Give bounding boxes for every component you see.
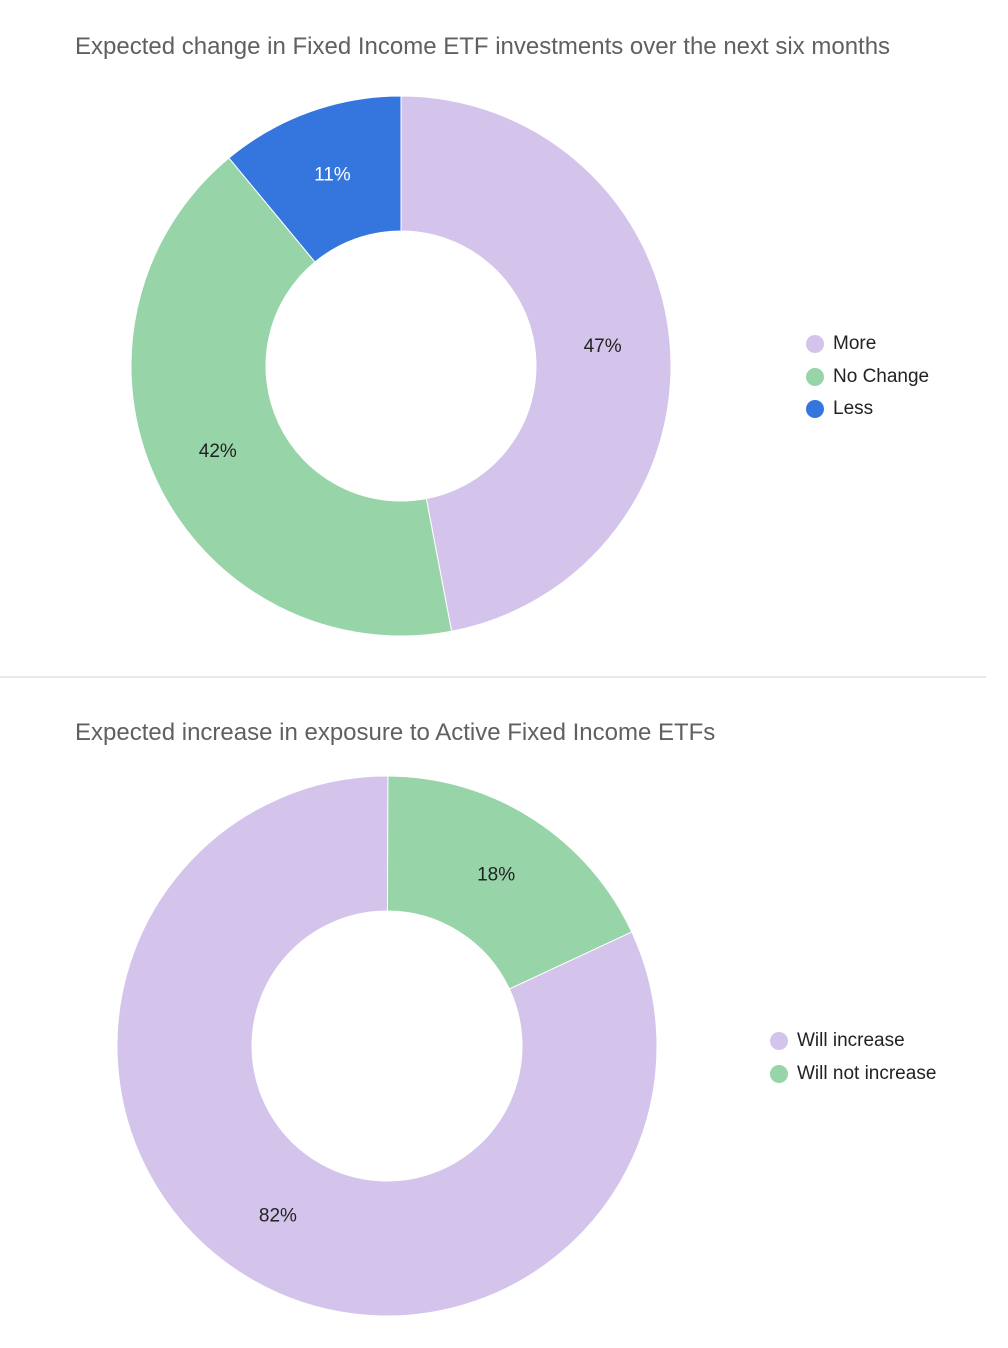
chart-panel-active-exposure: Expected increase in exposure to Active … (0, 678, 1008, 1348)
legend-item-will-increase[interactable]: Will increase (770, 1025, 936, 1058)
chart-legend: More No Change Less (806, 328, 929, 426)
legend-swatch (806, 335, 824, 354)
legend-item-no-change[interactable]: No Change (806, 361, 929, 394)
chart-panel-fixed-income-change: Expected change in Fixed Income ETF inve… (75, 33, 929, 637)
legend-swatch (770, 1032, 788, 1051)
donut-slice-less[interactable] (228, 95, 402, 263)
donut-slice-more[interactable] (400, 95, 672, 632)
legend-item-less[interactable]: Less (806, 393, 929, 426)
legend-swatch (806, 400, 824, 419)
slice-label-less: 11% (314, 164, 351, 185)
legend-swatch (770, 1064, 788, 1083)
slice-label-no-change: 42% (199, 441, 237, 462)
chart-title: Expected change in Fixed Income ETF inve… (75, 33, 891, 60)
legend-label: Will not increase (797, 1062, 937, 1084)
chart-legend: Will increase Will not increase (770, 1025, 936, 1090)
legend-item-will-not-increase[interactable]: Will not increase (770, 1058, 936, 1091)
legend-label: More (833, 333, 877, 355)
donut-slice-will-increase[interactable] (116, 775, 658, 1317)
slice-label-more: 47% (584, 336, 622, 357)
legend-label: No Change (833, 365, 930, 387)
section-divider (0, 676, 986, 678)
donut-chart: 47% 42% 11% (130, 95, 672, 637)
slice-label-will-not-increase: 18% (477, 864, 515, 885)
legend-label: Will increase (797, 1030, 905, 1052)
slice-label-will-increase: 82% (259, 1206, 297, 1227)
donut-slice-no-change[interactable] (130, 157, 453, 637)
donut-slice-will-not-increase[interactable] (386, 775, 633, 990)
donut-chart: 82% 18% (116, 775, 658, 1317)
legend-item-more[interactable]: More (806, 328, 929, 361)
legend-label: Less (833, 398, 874, 420)
chart-title: Expected increase in exposure to Active … (75, 719, 716, 746)
legend-swatch (806, 367, 824, 386)
